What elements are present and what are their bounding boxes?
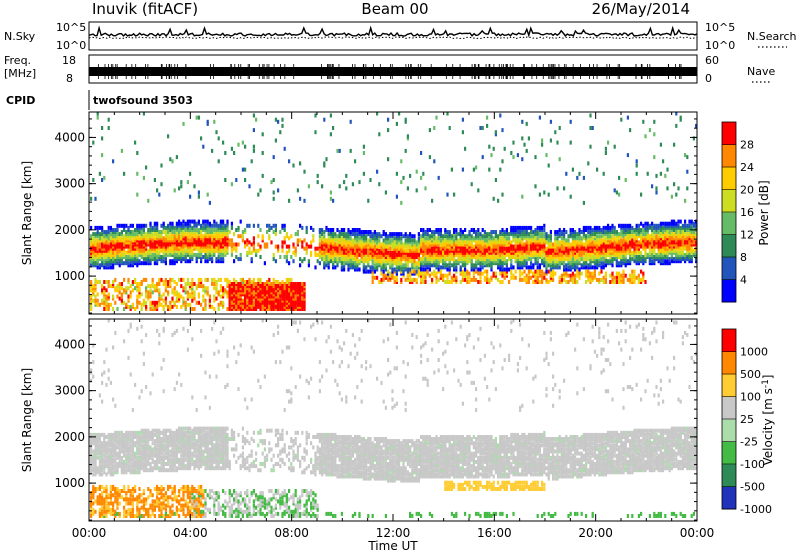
x-tick-5: 20:00 xyxy=(578,526,613,540)
freq-strip: Freq. [MHz] 18 8 60 0 Nave xyxy=(4,54,775,85)
nsky-label: N.Sky xyxy=(4,30,36,43)
nsky-tick-top: 10^5 xyxy=(56,21,86,34)
x-tick-2: 08:00 xyxy=(274,526,309,540)
nsky-tick-bottom: 10^0 xyxy=(56,39,86,52)
power-colorbar-label: Power [dB] xyxy=(757,180,771,245)
power-ytick-2: 3000 xyxy=(54,177,85,191)
velocity-ylabel: Slant Range [km] xyxy=(20,368,34,472)
power-cbar-tick-6: 28 xyxy=(740,139,754,152)
nsearch-tick-bottom: 10^0 xyxy=(705,39,735,52)
velocity-cbar-tick-1: 500 xyxy=(740,368,761,381)
freq-tick-top: 18 xyxy=(62,54,76,67)
velocity-ytick-3: 4000 xyxy=(54,337,85,351)
nave-tick-top: 60 xyxy=(705,54,719,67)
x-tick-1: 04:00 xyxy=(173,526,208,540)
power-cbar-tick-5: 24 xyxy=(740,161,754,174)
cpid-label: CPID xyxy=(6,94,35,107)
power-ytick-1: 2000 xyxy=(54,223,85,237)
x-axis-label: Time UT xyxy=(367,539,418,553)
nave-label: Nave xyxy=(747,65,775,78)
velocity-colorbar-label: Velocity [m s-1] xyxy=(761,375,775,466)
freq-unit-label: [MHz] xyxy=(4,67,36,80)
velocity-ytick-0: 1000 xyxy=(54,476,85,490)
velocity-cbar-tick-7: -1000 xyxy=(740,503,772,516)
velocity-panel: 1000 2000 3000 4000 Slant Range [km] 1000 50… xyxy=(20,318,775,522)
velocity-cbar-tick-6: -500 xyxy=(740,481,765,494)
power-ylabel: Slant Range [km] xyxy=(20,161,34,265)
velocity-cbar-tick-2: 100 xyxy=(740,391,761,404)
power-panel: 1000 2000 3000 4000 Slant Range [km] 4 8 12 16… xyxy=(20,111,771,315)
power-cbar-tick-2: 12 xyxy=(740,229,754,242)
x-tick-6: 00:00 xyxy=(680,526,715,540)
nsearch-tick-top: 10^5 xyxy=(705,21,735,34)
velocity-cbar-tick-0: 1000 xyxy=(740,346,768,359)
beam-title: Beam 00 xyxy=(361,0,428,18)
power-cbar-tick-3: 16 xyxy=(740,206,754,219)
power-cbar-tick-0: 4 xyxy=(740,274,747,287)
nave-tick-bottom: 0 xyxy=(705,72,712,85)
power-ytick-0: 1000 xyxy=(54,269,85,283)
station-title: Inuvik (fitACF) xyxy=(92,0,198,18)
power-cbar-tick-4: 20 xyxy=(740,184,754,197)
x-tick-4: 16:00 xyxy=(477,526,512,540)
date-title: 26/May/2014 xyxy=(592,0,690,18)
nsky-strip: N.Sky 10^5 10^0 10^5 10^0 N.Search xyxy=(4,21,797,52)
velocity-ytick-1: 2000 xyxy=(54,430,85,444)
velocity-cbar-tick-3: 25 xyxy=(740,413,754,426)
power-heatmap xyxy=(90,111,698,311)
velocity-cbar-tick-4: -25 xyxy=(740,436,758,449)
velocity-cbar-tick-5: -100 xyxy=(740,458,765,471)
freq-tick-bottom: 8 xyxy=(66,72,73,85)
x-tick-0: 00:00 xyxy=(72,526,107,540)
nsearch-label: N.Search xyxy=(747,30,797,43)
velocity-ytick-2: 3000 xyxy=(54,384,85,398)
cpid-strip: CPID twofsound 3503 xyxy=(6,90,193,110)
x-axis: 00:00 04:00 08:00 12:00 16:00 20:00 00:00 xyxy=(72,526,715,540)
freq-label: Freq. xyxy=(4,54,31,67)
velocity-heatmap xyxy=(90,318,698,518)
power-cbar-tick-1: 8 xyxy=(740,251,747,264)
power-ytick-3: 4000 xyxy=(54,130,85,144)
x-tick-3: 12:00 xyxy=(376,526,411,540)
power-colorbar: 4 8 12 16 20 24 28 xyxy=(721,121,754,303)
velocity-colorbar: 1000 500 100 25 -25 -100 -500 -1000 xyxy=(721,328,772,516)
cpid-value: twofsound 3503 xyxy=(93,94,193,107)
